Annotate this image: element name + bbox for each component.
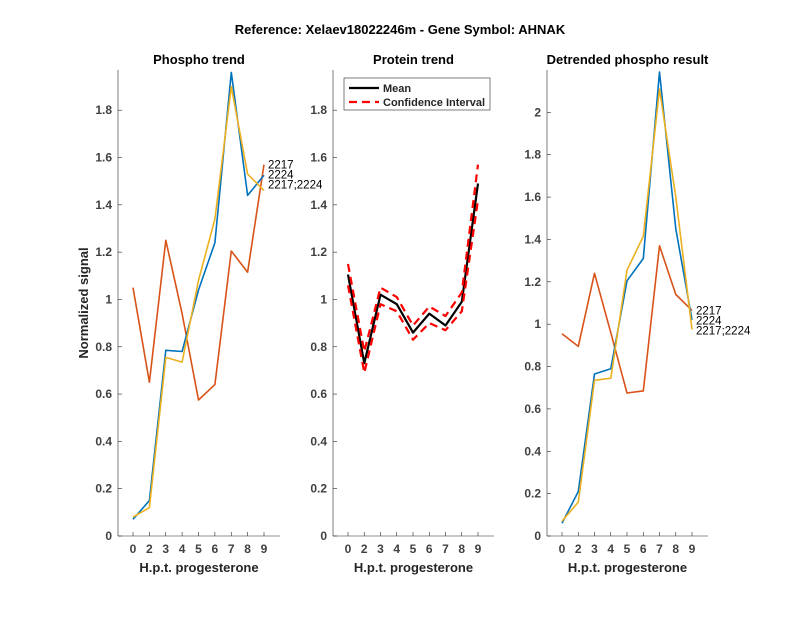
subplot-1: 00.20.40.60.811.21.41.61.80 2 3 4 5 6 7 8 9Phosp… xyxy=(76,52,323,575)
subplot-2: 00.20.40.60.811.21.41.61.80 2 3 4 5 6 7 8 9Prote… xyxy=(310,52,494,575)
series-end-label: 2217 xyxy=(268,160,294,172)
x-tick-label: 5 xyxy=(624,542,631,556)
y-tick-label: 0.4 xyxy=(524,444,541,458)
y-tick-label: 0.2 xyxy=(524,487,541,501)
x-tick-label: 3 xyxy=(162,542,169,556)
x-tick-label: 4 xyxy=(179,542,186,556)
subplot-3: 00.20.40.60.811.21.41.61.820 2 3 4 5 6 7 8 9Detr… xyxy=(524,52,751,575)
y-tick-label: 1.6 xyxy=(524,190,541,204)
figure-title: Reference: Xelaev18022246m - Gene Symbol… xyxy=(235,22,566,37)
y-tick-label: 0.6 xyxy=(524,402,541,416)
y-tick-label: 1.2 xyxy=(95,245,112,259)
series-line-mean xyxy=(346,183,480,365)
y-tick-label: 1 xyxy=(105,292,112,306)
legend-entry: Confidence Interval xyxy=(383,97,485,109)
x-tick-label: 8 xyxy=(244,542,251,556)
series-end-label: 2224 xyxy=(696,315,722,327)
y-tick-label: 1 xyxy=(534,317,541,331)
x-axis-label: H.p.t. progesterone xyxy=(354,560,473,575)
x-tick-label: 3 xyxy=(591,542,598,556)
series-line-2224 xyxy=(561,71,693,524)
y-tick-label: 0 xyxy=(105,529,112,543)
x-tick-label: 7 xyxy=(442,542,449,556)
x-axis-label: H.p.t. progesterone xyxy=(139,560,258,575)
series-line-2217 xyxy=(561,245,693,394)
y-axis-label: Normalized signal xyxy=(76,247,91,358)
y-tick-label: 0 xyxy=(534,529,541,543)
x-tick-label: 6 xyxy=(426,542,433,556)
y-tick-label: 1.6 xyxy=(310,151,327,165)
x-axis-label: H.p.t. progesterone xyxy=(568,560,687,575)
y-tick-label: 1.4 xyxy=(524,232,541,246)
x-tick-label: 2 xyxy=(361,542,368,556)
series-line-confidence-interval xyxy=(346,164,480,353)
subplot-title: Protein trend xyxy=(373,52,454,67)
y-tick-label: 0.4 xyxy=(95,434,112,448)
y-tick-label: 0.6 xyxy=(310,387,327,401)
x-tick-label: 2 xyxy=(146,542,153,556)
x-tick-label: 5 xyxy=(410,542,417,556)
x-tick-label: 7 xyxy=(228,542,235,556)
x-tick-label: 8 xyxy=(672,542,679,556)
y-tick-label: 0.8 xyxy=(524,360,541,374)
y-tick-label: 1.2 xyxy=(524,275,541,289)
x-tick-label: 5 xyxy=(195,542,202,556)
y-tick-label: 2 xyxy=(534,105,541,119)
x-tick-label: 0 xyxy=(559,542,566,556)
subplot-title: Detrended phospho result xyxy=(547,52,709,67)
x-tick-label: 0 xyxy=(345,542,352,556)
x-tick-label: 9 xyxy=(475,542,482,556)
y-tick-label: 1.4 xyxy=(95,198,112,212)
x-tick-label: 7 xyxy=(656,542,663,556)
x-tick-label: 4 xyxy=(607,542,614,556)
series-line-confidence-interval-lower- xyxy=(346,199,480,374)
y-tick-label: 1.8 xyxy=(524,148,541,162)
y-tick-label: 1.8 xyxy=(310,103,327,117)
series-end-label: 2217;2224 xyxy=(268,180,323,192)
y-tick-label: 0.2 xyxy=(310,482,327,496)
y-tick-label: 1.2 xyxy=(310,245,327,259)
y-tick-label: 0.2 xyxy=(95,482,112,496)
y-tick-label: 1.4 xyxy=(310,198,327,212)
y-tick-label: 0.6 xyxy=(95,387,112,401)
y-tick-label: 0.8 xyxy=(95,340,112,354)
y-tick-label: 0.4 xyxy=(310,434,327,448)
x-tick-label: 6 xyxy=(640,542,647,556)
x-tick-label: 9 xyxy=(689,542,696,556)
series-end-label: 2217;2224 xyxy=(696,325,751,337)
x-tick-label: 6 xyxy=(212,542,219,556)
y-tick-label: 1.8 xyxy=(95,103,112,117)
legend-entry: Mean xyxy=(383,83,411,95)
y-tick-label: 0 xyxy=(320,529,327,543)
x-tick-label: 4 xyxy=(393,542,400,556)
series-line-2217-2224 xyxy=(561,88,693,522)
series-end-label: 2224 xyxy=(268,170,294,182)
y-tick-label: 1 xyxy=(320,292,327,306)
legend-box xyxy=(343,77,491,111)
series-end-label: 2217 xyxy=(696,305,722,317)
x-tick-label: 2 xyxy=(575,542,582,556)
legend: Mean Confidence Interval xyxy=(343,77,491,111)
series-line-2217 xyxy=(132,164,265,401)
series-line-2217-2224 xyxy=(132,85,265,518)
x-tick-label: 3 xyxy=(377,542,384,556)
y-tick-label: 1.6 xyxy=(95,151,112,165)
x-tick-label: 8 xyxy=(458,542,465,556)
subplot-title: Phospho trend xyxy=(153,52,245,67)
x-tick-label: 9 xyxy=(261,542,268,556)
x-tick-label: 0 xyxy=(130,542,137,556)
y-tick-label: 0.8 xyxy=(310,340,327,354)
